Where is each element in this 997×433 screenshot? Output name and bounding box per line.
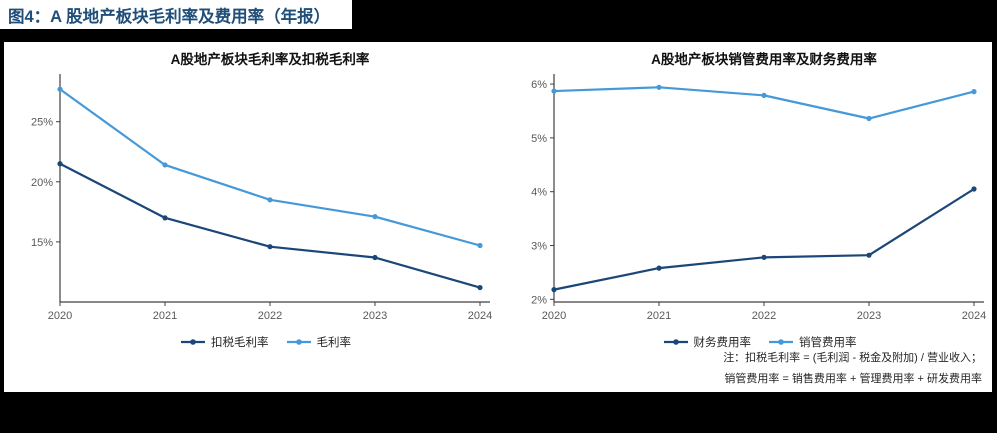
svg-text:15%: 15% [31,237,53,249]
right-line-chart: 2% 3% 4% 5% 6% 2020 2021 2022 2023 2024 [531,74,986,322]
svg-text:2024: 2024 [468,310,492,322]
left-line-chart: 15% 20% 25% 2020 2021 2022 2023 2024 [31,74,492,322]
left-chart-legend: 扣税毛利率 毛利率 [4,332,498,352]
left-chart-container: A股地产板块毛利率及扣税毛利率 15% 20% 25% 2020 2021 2022 202… [4,42,498,392]
legend-label: 财务费用率 [693,337,752,349]
legend-label: 扣税毛利率 [211,337,269,349]
right-chart-legend: 财务费用率 销管费用率 [498,332,992,352]
svg-text:2023: 2023 [857,310,881,322]
legend-label: 销管费用率 [799,337,857,349]
svg-text:2%: 2% [531,294,547,306]
legend-item-毛利率: 毛利率 [286,334,352,350]
svg-text:3%: 3% [531,241,547,253]
legend-label: 毛利率 [316,337,352,349]
figure-title: 图4：A 股地产板块毛利率及费用率（年报） [8,7,331,26]
legend-item-销管费用率: 销管费用率 [769,334,857,350]
legend-item-财务费用率: 财务费用率 [663,334,752,350]
legend-line-marker-icon [181,339,205,345]
right-chart-container: A股地产板块销管费用率及财务费用率 2% 3% 4% 5% 6% 2020 2021 2022… [498,42,992,392]
svg-text:2020: 2020 [48,310,72,322]
svg-text:2021: 2021 [647,310,671,322]
figure-title-bar: 图4：A 股地产板块毛利率及费用率（年报） [0,0,352,29]
svg-text:6%: 6% [531,79,547,91]
svg-text:2024: 2024 [962,310,986,322]
legend-line-marker-icon [286,339,311,345]
note-line-1: 注：扣税毛利率 = (毛利润 - 税金及附加) / 营业收入； [723,352,982,365]
left-chart-title: A股地产板块毛利率及扣税毛利率 [170,52,370,67]
svg-text:2021: 2021 [153,310,177,322]
svg-text:20%: 20% [31,177,53,189]
svg-text:2020: 2020 [542,310,566,322]
svg-text:4%: 4% [531,187,547,199]
charts-panel: A股地产板块毛利率及扣税毛利率 15% 20% 25% 2020 2021 2022 202… [4,42,992,392]
svg-text:2022: 2022 [258,310,282,322]
legend-line-marker-icon [663,339,688,345]
legend-line-marker-icon [769,339,793,345]
legend-item-扣税毛利率: 扣税毛利率 [181,334,269,350]
svg-text:5%: 5% [531,133,547,145]
svg-text:2022: 2022 [752,310,776,322]
note-line-2: 销管费用率 = 销售费用率 + 管理费用率 + 研发费用率 [724,373,982,386]
svg-text:25%: 25% [31,117,53,129]
svg-text:2023: 2023 [363,310,387,322]
right-chart-title: A股地产板块销管费用率及财务费用率 [651,52,877,67]
chart-notes: 注：扣税毛利率 = (毛利润 - 税金及附加) / 营业收入； 销管费用率 = … [723,348,982,390]
